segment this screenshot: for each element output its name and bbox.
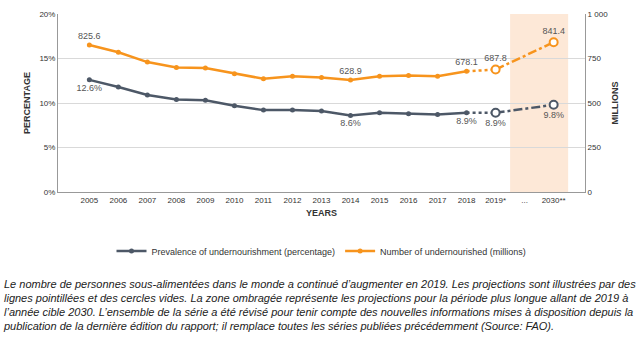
svg-text:2017: 2017 xyxy=(429,196,447,205)
svg-text:2011: 2011 xyxy=(255,196,273,205)
svg-text:12.6%: 12.6% xyxy=(77,83,103,93)
svg-text:2018: 2018 xyxy=(458,196,476,205)
svg-text:841.4: 841.4 xyxy=(542,26,565,36)
svg-text:8.6%: 8.6% xyxy=(340,118,361,128)
svg-text:825.6: 825.6 xyxy=(78,31,101,41)
svg-text:2005: 2005 xyxy=(80,196,98,205)
svg-text:...: ... xyxy=(521,196,528,205)
svg-text:2006: 2006 xyxy=(109,196,127,205)
svg-text:8.9%: 8.9% xyxy=(456,116,477,126)
svg-text:20%: 20% xyxy=(39,10,55,19)
svg-text:2030**: 2030** xyxy=(542,196,566,205)
svg-text:PERCENTAGE: PERCENTAGE xyxy=(22,72,32,134)
svg-text:8.9%: 8.9% xyxy=(485,118,506,128)
html-text:Le nombre de personnes sous-al: Le nombre de personnes sous-alimentées d… xyxy=(4,278,636,332)
svg-text:2009: 2009 xyxy=(197,196,215,205)
svg-text:2016: 2016 xyxy=(400,196,418,205)
svg-text:2007: 2007 xyxy=(138,196,156,205)
svg-text:0: 0 xyxy=(588,188,593,197)
svg-text:750: 750 xyxy=(588,54,602,63)
svg-text:2013: 2013 xyxy=(313,196,331,205)
svg-text:628.9: 628.9 xyxy=(339,66,362,76)
svg-text:1 000: 1 000 xyxy=(588,10,609,19)
svg-text:MILLIONS: MILLIONS xyxy=(610,82,620,125)
svg-text:2015: 2015 xyxy=(371,196,389,205)
svg-text:10%: 10% xyxy=(39,99,55,108)
svg-text:250: 250 xyxy=(588,143,602,152)
svg-text:Number of undernourished (mill: Number of undernourished (millions) xyxy=(380,247,526,257)
svg-text:2010: 2010 xyxy=(226,196,244,205)
svg-text:5%: 5% xyxy=(44,143,56,152)
svg-text:2008: 2008 xyxy=(168,196,186,205)
svg-text:15%: 15% xyxy=(39,54,55,63)
svg-text:500: 500 xyxy=(588,99,602,108)
svg-text:Prevalence of undernourishment: Prevalence of undernourishment (percenta… xyxy=(152,247,336,257)
svg-text:0%: 0% xyxy=(44,188,56,197)
svg-text:678.1: 678.1 xyxy=(455,57,478,67)
svg-text:687.8: 687.8 xyxy=(484,53,507,63)
svg-text:9.8%: 9.8% xyxy=(543,110,564,120)
svg-text:YEARS: YEARS xyxy=(306,208,337,218)
svg-text:2014: 2014 xyxy=(342,196,360,205)
svg-text:2012: 2012 xyxy=(284,196,302,205)
svg-text:2019*: 2019* xyxy=(485,196,506,205)
